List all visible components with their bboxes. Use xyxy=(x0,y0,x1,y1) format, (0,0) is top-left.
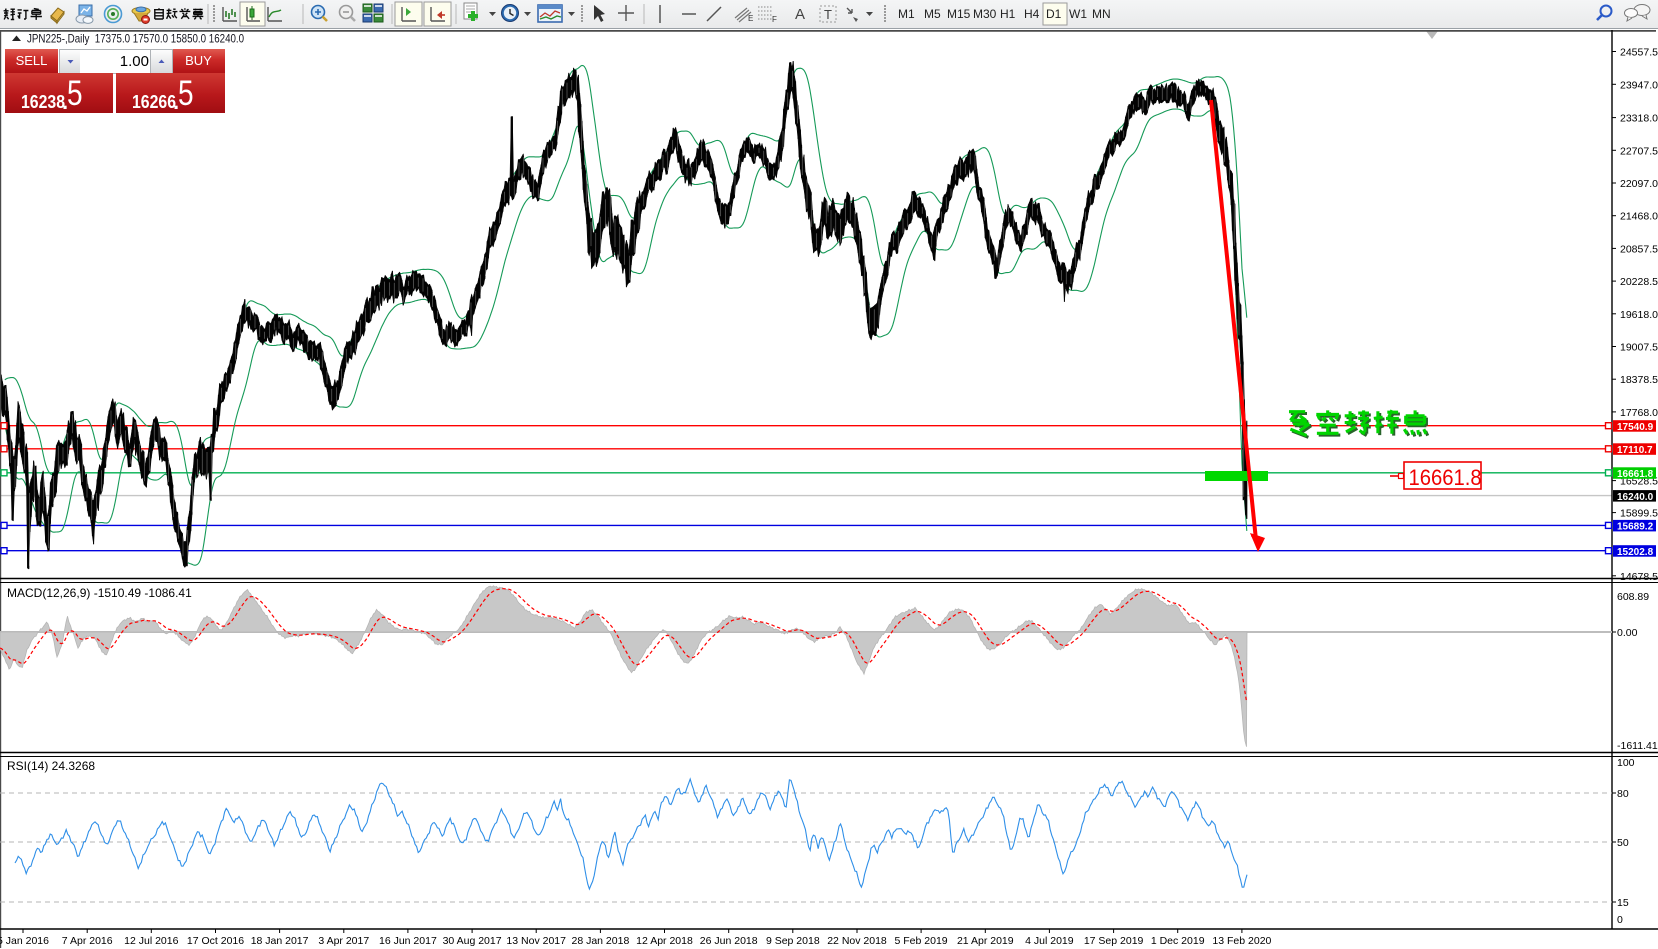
svg-text:50: 50 xyxy=(1617,837,1629,849)
svg-text:0: 0 xyxy=(1617,914,1623,926)
svg-text:3 Apr 2017: 3 Apr 2017 xyxy=(318,935,369,947)
svg-text:M1: M1 xyxy=(898,7,915,21)
svg-text:15689.2: 15689.2 xyxy=(1617,522,1654,533)
svg-text:5 Jan 2016: 5 Jan 2016 xyxy=(0,935,49,947)
svg-text:16661.8: 16661.8 xyxy=(1409,466,1482,490)
svg-text:22707.5: 22707.5 xyxy=(1620,145,1658,157)
svg-text:18 Jan 2017: 18 Jan 2017 xyxy=(251,935,309,947)
svg-text:15202.8: 15202.8 xyxy=(1617,547,1654,558)
svg-text:MACD(12,26,9) -1510.49 -1086.4: MACD(12,26,9) -1510.49 -1086.41 xyxy=(7,586,192,600)
svg-text:13 Nov 2017: 13 Nov 2017 xyxy=(506,935,566,947)
svg-text:17110.7: 17110.7 xyxy=(1617,445,1653,456)
svg-text:17 Sep 2019: 17 Sep 2019 xyxy=(1084,935,1144,947)
svg-text:7 Apr 2016: 7 Apr 2016 xyxy=(62,935,113,947)
svg-text:15: 15 xyxy=(1617,897,1629,909)
svg-text:30 Aug 2017: 30 Aug 2017 xyxy=(443,935,502,947)
svg-text:14678.5: 14678.5 xyxy=(1620,571,1658,583)
svg-text:F: F xyxy=(772,15,777,24)
svg-text:19618.0: 19618.0 xyxy=(1620,309,1658,321)
svg-text:608.89: 608.89 xyxy=(1617,591,1649,603)
svg-text:20857.5: 20857.5 xyxy=(1620,243,1658,255)
svg-text:E: E xyxy=(748,14,753,23)
svg-text:1 Dec 2019: 1 Dec 2019 xyxy=(1151,935,1205,947)
svg-text:26 Jun 2018: 26 Jun 2018 xyxy=(700,935,758,947)
svg-text:JPN225-,Daily 17375.0 17570.0: JPN225-,Daily 17375.0 17570.0 15850.0 16… xyxy=(27,33,244,46)
svg-text:17540.9: 17540.9 xyxy=(1617,422,1654,433)
svg-text:16240.0: 16240.0 xyxy=(1617,492,1654,503)
svg-text:M5: M5 xyxy=(924,7,941,21)
svg-text:12 Jul 2016: 12 Jul 2016 xyxy=(124,935,178,947)
svg-text:17 Oct 2016: 17 Oct 2016 xyxy=(187,935,244,947)
svg-text:100: 100 xyxy=(1617,757,1635,769)
svg-text:M15: M15 xyxy=(947,7,971,21)
svg-text:28 Jan 2018: 28 Jan 2018 xyxy=(571,935,629,947)
svg-text:22097.0: 22097.0 xyxy=(1620,178,1658,190)
svg-text:12 Apr 2018: 12 Apr 2018 xyxy=(636,935,693,947)
svg-text:T: T xyxy=(824,7,832,22)
svg-text:20228.5: 20228.5 xyxy=(1620,276,1658,288)
svg-text:5 Feb 2019: 5 Feb 2019 xyxy=(895,935,948,947)
svg-text:21 Apr 2019: 21 Apr 2019 xyxy=(957,935,1014,947)
svg-text:15899.5: 15899.5 xyxy=(1620,508,1658,520)
svg-text:H4: H4 xyxy=(1024,7,1040,21)
svg-text:23318.0: 23318.0 xyxy=(1620,113,1658,125)
svg-text:D1: D1 xyxy=(1046,7,1062,21)
svg-text:13 Feb 2020: 13 Feb 2020 xyxy=(1212,935,1271,947)
svg-text:M30: M30 xyxy=(973,7,997,21)
svg-text:80: 80 xyxy=(1617,788,1629,800)
svg-text:16661.8: 16661.8 xyxy=(1617,469,1654,480)
svg-text:RSI(14) 24.3268: RSI(14) 24.3268 xyxy=(7,759,95,773)
svg-text:W1: W1 xyxy=(1069,7,1087,21)
svg-text:4 Jul 2019: 4 Jul 2019 xyxy=(1025,935,1074,947)
svg-text:24557.5: 24557.5 xyxy=(1620,47,1658,59)
svg-text:23947.0: 23947.0 xyxy=(1620,79,1658,91)
svg-text:18378.5: 18378.5 xyxy=(1620,374,1658,386)
svg-text:-1611.41: -1611.41 xyxy=(1617,740,1658,752)
svg-text:21468.0: 21468.0 xyxy=(1620,211,1658,223)
svg-text:H1: H1 xyxy=(1000,7,1016,21)
svg-text:0.00: 0.00 xyxy=(1617,627,1638,639)
svg-text:A: A xyxy=(795,6,805,23)
svg-text:MN: MN xyxy=(1092,7,1111,21)
svg-text:22 Nov 2018: 22 Nov 2018 xyxy=(827,935,887,947)
svg-text:19007.5: 19007.5 xyxy=(1620,342,1658,354)
svg-text:9 Sep 2018: 9 Sep 2018 xyxy=(766,935,820,947)
svg-text:16 Jun 2017: 16 Jun 2017 xyxy=(379,935,437,947)
svg-text:17768.0: 17768.0 xyxy=(1620,407,1658,419)
